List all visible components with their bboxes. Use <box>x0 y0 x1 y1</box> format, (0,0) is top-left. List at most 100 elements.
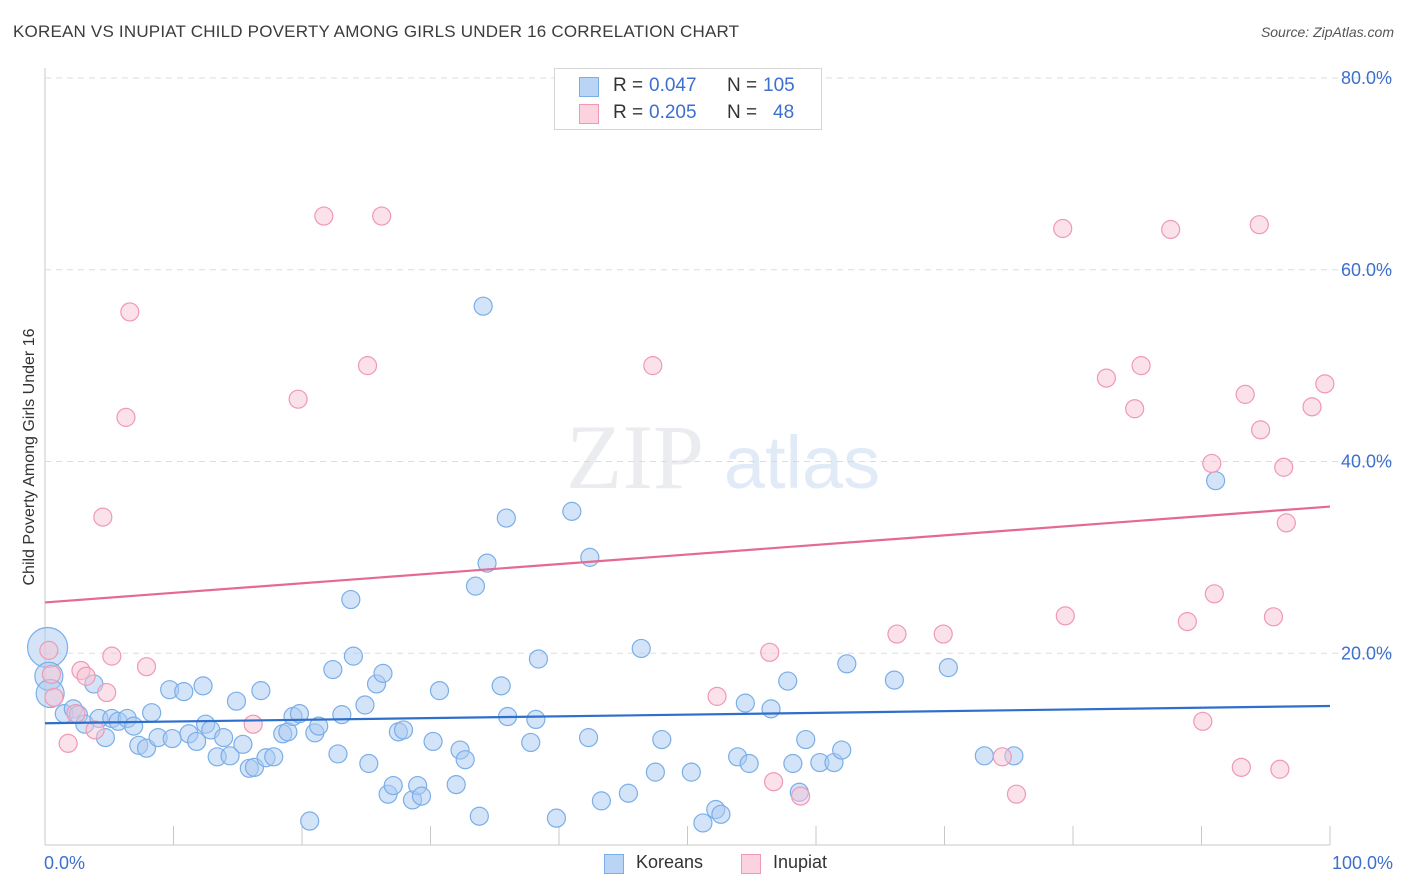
inupiat-point <box>120 302 140 322</box>
korean-point <box>187 731 207 752</box>
korean-point <box>974 746 994 766</box>
inupiat-point <box>1125 399 1145 419</box>
chart-title: KOREAN VS INUPIAT CHILD POVERTY AMONG GI… <box>13 22 740 41</box>
gridlines <box>45 77 1392 654</box>
inupiat-point <box>1235 384 1255 404</box>
korean-point <box>393 720 414 740</box>
korean-point <box>142 703 162 723</box>
r-label: R = <box>613 102 644 123</box>
inupiat-point <box>58 733 78 753</box>
inupiat-point <box>136 657 157 677</box>
legend-label: Inupiat <box>773 852 828 872</box>
y-tick-label: 60.0% <box>1341 260 1392 280</box>
inupiat-point <box>1204 584 1224 604</box>
korean-point <box>591 791 612 811</box>
korean-point <box>681 762 701 782</box>
x-tick-label-max: 100.0% <box>1332 853 1393 873</box>
inupiat-point <box>44 687 64 707</box>
korean-point <box>528 649 549 669</box>
inupiat-legend-swatch <box>741 854 761 874</box>
korean-point <box>645 762 665 782</box>
korean-point <box>289 704 310 724</box>
korean-point <box>373 663 393 683</box>
korean-point <box>383 775 403 796</box>
korean-point <box>735 693 755 713</box>
inupiat-point <box>76 666 96 686</box>
stats-row-inupiat: R = 0.205 N = 48 <box>555 101 821 127</box>
korean-point <box>778 671 798 691</box>
n-label: N = <box>727 75 758 96</box>
inupiat-trend-line <box>44 505 1331 604</box>
inupiat-point <box>93 507 113 527</box>
korean-point <box>631 638 651 659</box>
korean-point <box>546 808 567 828</box>
inupiat-point <box>1274 457 1294 477</box>
korean-point <box>521 732 541 753</box>
korean-point <box>739 753 759 774</box>
data-points <box>26 206 1335 833</box>
watermark: ZIP atlas <box>566 406 880 508</box>
tick-labels: 20.0% 40.0% 60.0% 80.0% 0.0% 100.0% <box>44 68 1393 873</box>
inupiat-point <box>1193 711 1213 731</box>
korean-point <box>124 716 144 736</box>
korean-point <box>796 729 816 750</box>
korean-point <box>562 501 582 521</box>
korean-point <box>783 753 803 774</box>
inupiat-point <box>1161 219 1181 240</box>
korean-point <box>251 681 271 701</box>
inupiat-point <box>1302 397 1322 417</box>
source-label: Source: ZipAtlas.com <box>1260 24 1394 40</box>
inupiat-point <box>102 646 122 666</box>
koreans-swatch <box>579 77 599 97</box>
inupiat-point <box>1177 612 1197 632</box>
korean-point <box>469 806 489 826</box>
inupiat-point <box>66 704 86 724</box>
korean-point <box>359 753 379 774</box>
korean-point <box>580 547 600 567</box>
korean-point <box>328 744 348 764</box>
korean-point <box>1206 471 1226 491</box>
inupiat-point <box>1131 356 1151 376</box>
inupiat-point <box>1251 420 1271 440</box>
inupiat-swatch <box>579 104 599 124</box>
korean-point <box>300 811 320 831</box>
inupiat-point <box>1276 513 1296 533</box>
inupiat-point <box>1315 374 1335 394</box>
inupiat-point <box>760 642 780 662</box>
inupiat-point <box>707 686 727 706</box>
koreans-legend-swatch <box>604 854 624 874</box>
inupiat-point <box>372 206 392 226</box>
korean-trend-line <box>44 704 1331 725</box>
inupiat-point <box>1249 215 1269 235</box>
inupiat-point <box>1270 759 1290 779</box>
korean-point <box>411 786 432 806</box>
korean-point <box>618 783 638 803</box>
korean-point <box>264 747 284 767</box>
inupiat-point <box>243 714 263 734</box>
inupiat-point <box>1263 607 1284 627</box>
korean-point <box>652 729 672 750</box>
inupiat-point <box>887 624 907 644</box>
korean-point <box>332 705 352 725</box>
y-tick-label: 80.0% <box>1341 68 1392 88</box>
korean-point <box>465 576 486 596</box>
inupiat-point <box>41 664 62 684</box>
stats-row-koreans: R = 0.047 N = 105 <box>555 74 821 100</box>
inupiat-point <box>1096 368 1117 388</box>
watermark-atlas: atlas <box>724 421 880 504</box>
watermark-zip: ZIP <box>566 406 704 508</box>
korean-point <box>193 676 213 696</box>
axes <box>44 68 1331 846</box>
n-value: 105 <box>763 75 795 96</box>
korean-point <box>174 681 194 702</box>
korean-point <box>938 658 958 678</box>
korean-point <box>473 296 493 316</box>
inupiat-point <box>992 747 1012 767</box>
korean-point <box>343 646 363 666</box>
inupiat-point <box>85 720 105 740</box>
korean-point <box>429 681 450 701</box>
korean-point <box>162 728 182 749</box>
inupiat-point <box>643 356 663 376</box>
korean-point <box>309 716 329 736</box>
korean-point <box>578 728 599 748</box>
